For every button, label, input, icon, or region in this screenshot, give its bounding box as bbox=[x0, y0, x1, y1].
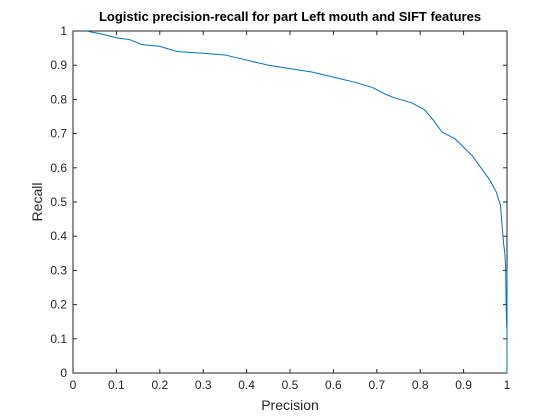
x-tick-label: 0.7 bbox=[368, 378, 385, 392]
y-tick-label: 0.9 bbox=[50, 58, 67, 72]
x-tick-label: 0.8 bbox=[412, 378, 429, 392]
y-tick-label: 0.2 bbox=[50, 298, 67, 312]
y-tick-label: 1 bbox=[60, 24, 67, 38]
x-tick-label: 0.4 bbox=[238, 378, 255, 392]
x-tick-label: 0.3 bbox=[195, 378, 212, 392]
y-tick-label: 0.4 bbox=[50, 229, 67, 243]
axes-box bbox=[72, 30, 508, 374]
y-tick-label: 0.7 bbox=[50, 127, 67, 141]
y-tick-label: 0.1 bbox=[50, 332, 67, 346]
x-axis-label: Precision bbox=[261, 397, 319, 413]
x-tick-label: 0.6 bbox=[325, 378, 342, 392]
x-tick-label: 0.9 bbox=[455, 378, 472, 392]
y-tick-label: 0.5 bbox=[50, 195, 67, 209]
y-tick-label: 0 bbox=[60, 366, 67, 380]
pr-curve-line bbox=[85, 30, 508, 373]
plot-area bbox=[85, 30, 508, 373]
chart-title: Logistic precision-recall for part Left … bbox=[99, 9, 481, 24]
x-tick-label: 1 bbox=[504, 378, 511, 392]
y-tick-label: 0.8 bbox=[50, 92, 67, 106]
x-tick-label: 0 bbox=[70, 378, 77, 392]
x-tick-label: 0.2 bbox=[151, 378, 168, 392]
ticks: 0 0.1 0.2 0.3 0.4 0.5 0.6 0.7 0.8 0.9 1 0 0.1 0.2 0.3 0… bbox=[50, 24, 510, 392]
x-tick-label: 0.5 bbox=[282, 378, 299, 392]
y-tick-label: 0.6 bbox=[50, 161, 67, 175]
y-tick-label: 0.3 bbox=[50, 263, 67, 277]
axes bbox=[72, 30, 508, 374]
y-axis-label: Recall bbox=[29, 183, 45, 222]
x-tick-label: 0.1 bbox=[108, 378, 125, 392]
